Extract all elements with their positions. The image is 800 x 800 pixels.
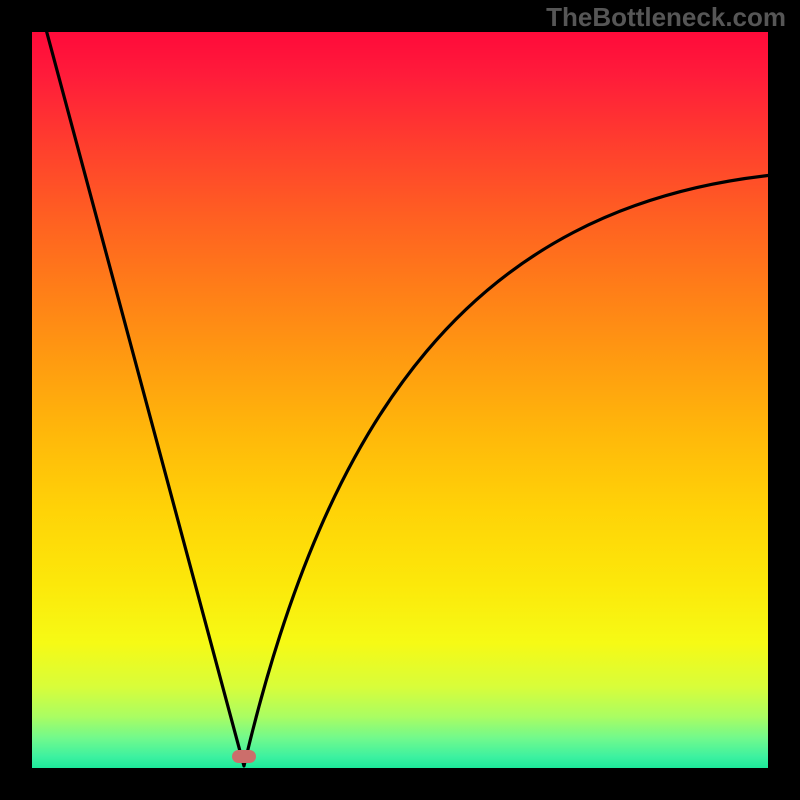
- watermark-text: TheBottleneck.com: [546, 2, 786, 33]
- plot-area: [32, 32, 768, 768]
- chart-container: TheBottleneck.com: [0, 0, 800, 800]
- optimum-marker: [232, 750, 256, 763]
- curve-layer: [32, 32, 768, 768]
- bottleneck-curve: [47, 32, 768, 766]
